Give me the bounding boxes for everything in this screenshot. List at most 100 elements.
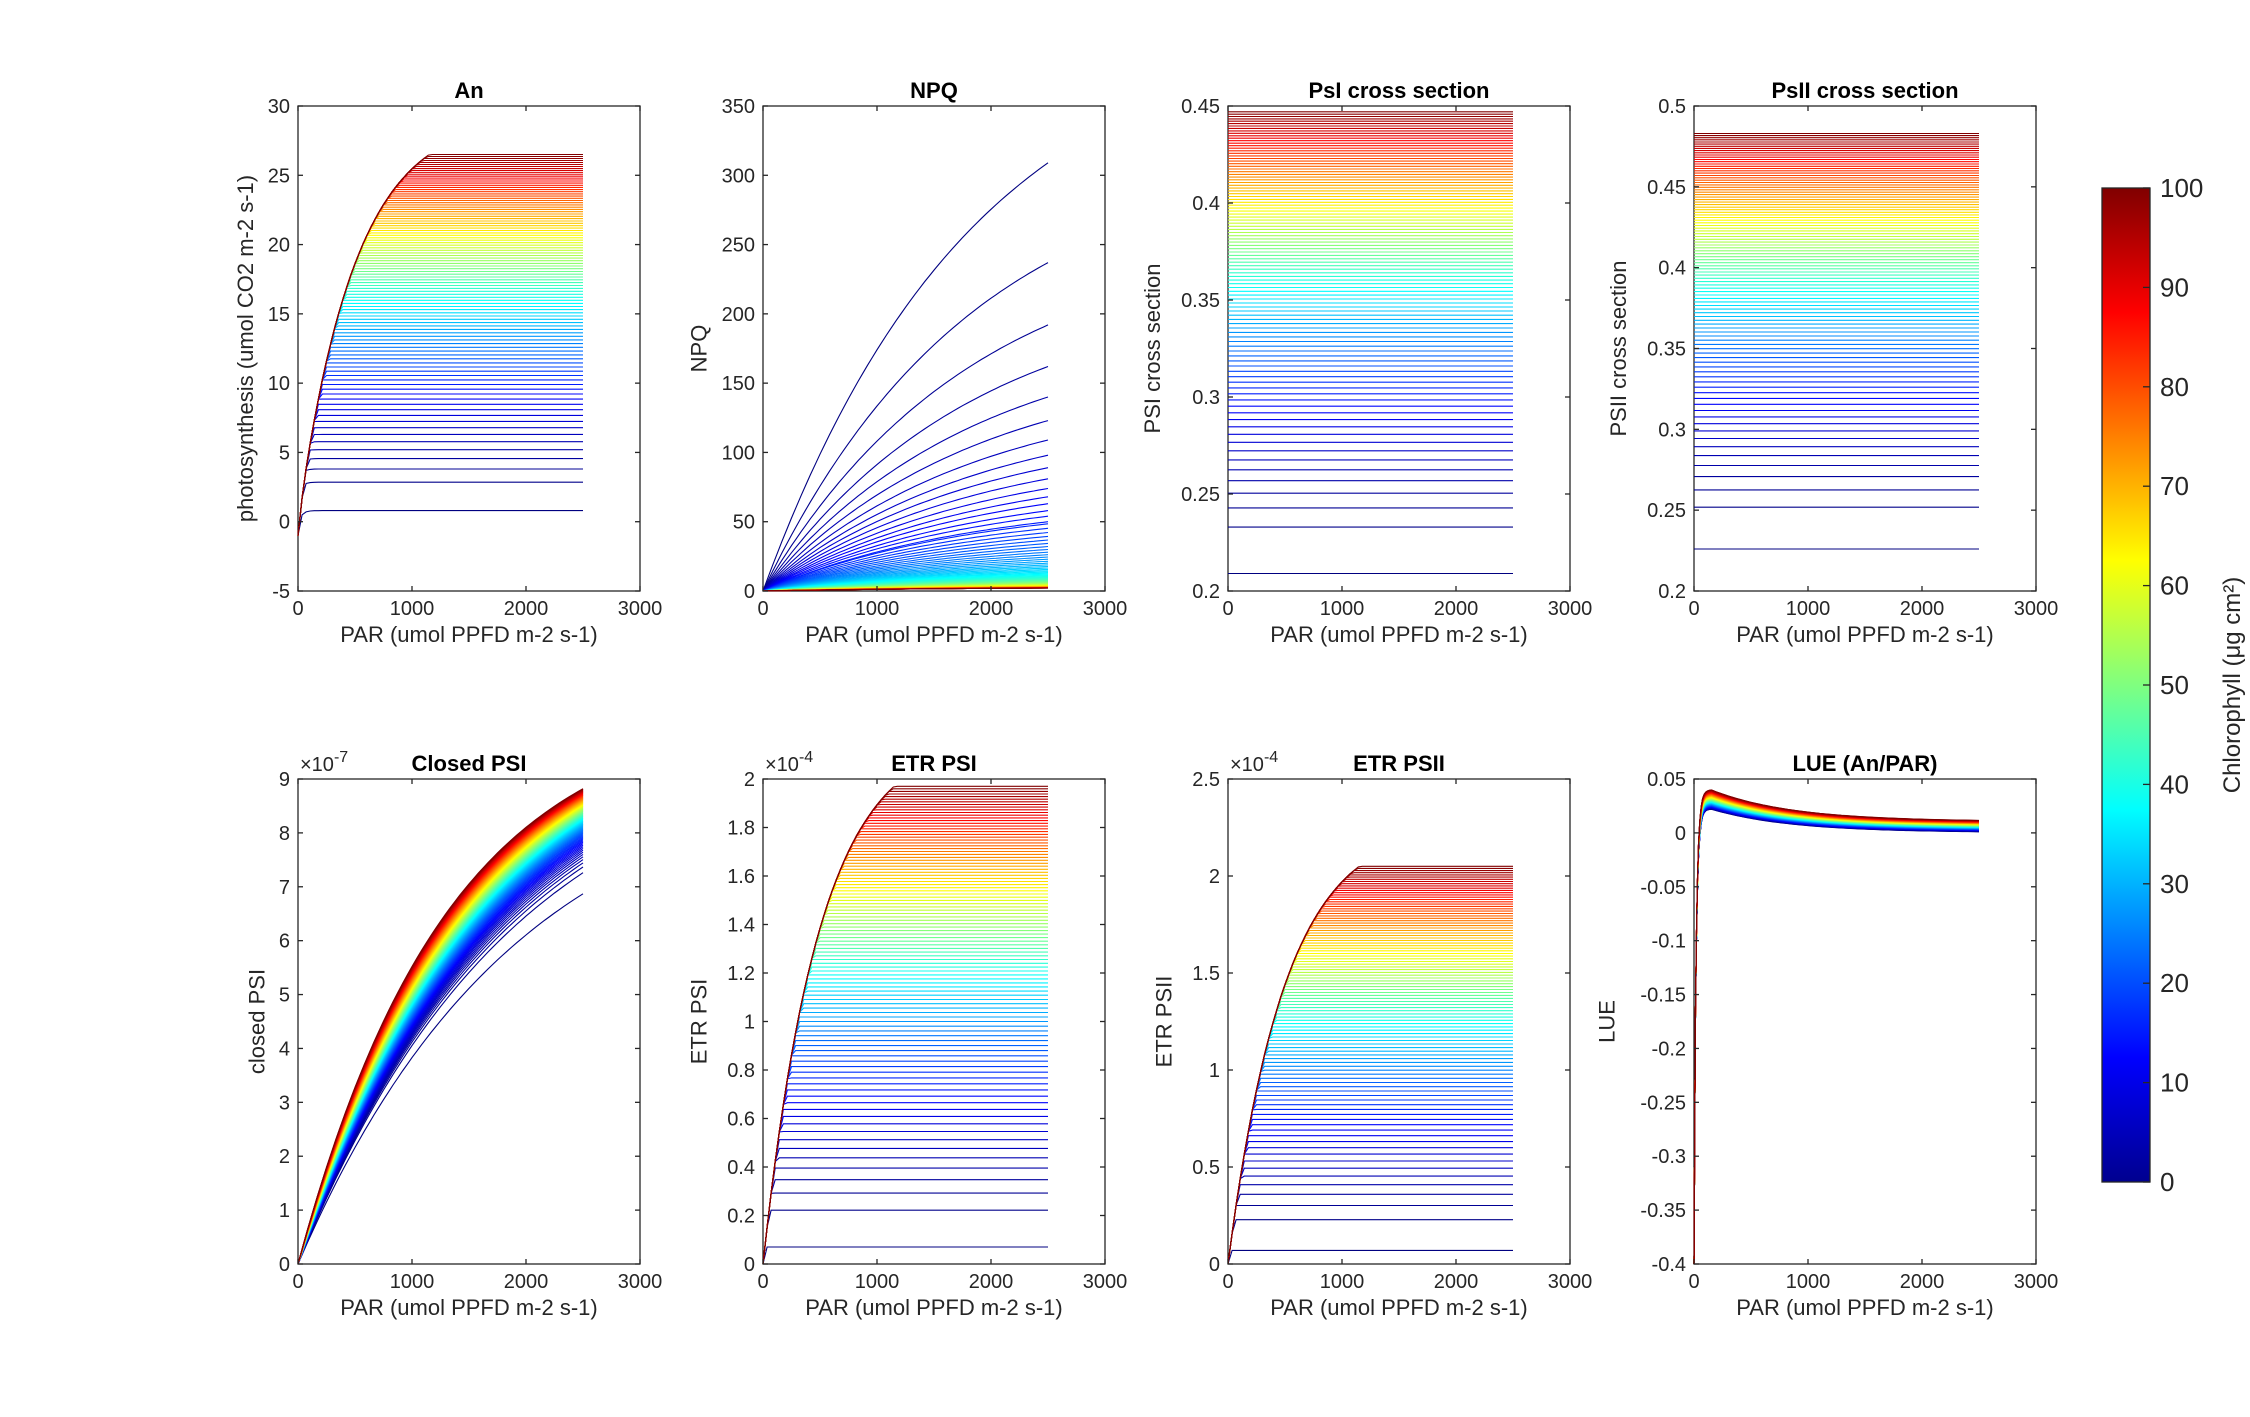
series-line (762, 515, 1049, 592)
plot-area (1227, 105, 1571, 592)
y-tick-label: 0.25 (1647, 500, 1686, 522)
series-line (762, 1071, 1048, 1265)
y-tick-label: 0 (279, 512, 290, 534)
colorbar-tick-label: 80 (2160, 372, 2189, 402)
series-line (1227, 1204, 1513, 1265)
series-line (297, 398, 583, 536)
plot-area (1693, 778, 2037, 1265)
series-line (762, 1055, 1048, 1265)
y-tick-label: 1 (744, 1012, 755, 1034)
series-line (762, 962, 1048, 1265)
y-tick-label: 25 (268, 165, 290, 187)
series-line (762, 454, 1049, 592)
series-line (297, 468, 583, 536)
series-line (1227, 1129, 1513, 1265)
y-tick-label: 0.4 (1192, 193, 1220, 215)
series-line (297, 354, 583, 536)
series-line (762, 1025, 1048, 1265)
series-line (762, 545, 1049, 592)
x-tick-label: 1000 (1786, 598, 1831, 620)
series-line (297, 458, 583, 536)
chart-title: NPQ (910, 78, 958, 103)
panel-lue: 0 1000 2000 3000 -0.4 -0.35 -0.3 -0.25 -0.2 -0.15… (1595, 751, 2059, 1320)
y-tick-label: 0.2 (1658, 581, 1686, 603)
series-line (297, 388, 583, 536)
series-line (762, 1115, 1048, 1265)
series-line (297, 358, 583, 536)
series-line (1227, 1050, 1513, 1265)
series-line (762, 439, 1049, 592)
series-line (297, 296, 583, 536)
x-tick-label: 1000 (855, 1271, 900, 1293)
y-tick-label: 1 (279, 1200, 290, 1222)
y-tick-label: 0 (1209, 1254, 1220, 1276)
series-line (297, 379, 583, 536)
axis-multiplier: ×10-7 (300, 749, 348, 776)
series-line (762, 1066, 1048, 1265)
series-line (1227, 1081, 1513, 1265)
chart-title: ETR PSI (891, 751, 977, 776)
series-line (762, 262, 1049, 592)
series-line (762, 527, 1049, 592)
chart-title: PsII cross section (1771, 78, 1958, 103)
x-axis-label: PAR (umol PPFD m-2 s-1) (805, 1295, 1063, 1320)
y-tick-label: 1 (1209, 1060, 1220, 1082)
series-line (762, 1130, 1048, 1265)
series-line (1227, 1086, 1513, 1265)
series-line (762, 1007, 1048, 1265)
series-line (1227, 1047, 1513, 1265)
y-tick-label: 0.2 (727, 1206, 755, 1228)
y-tick-label: 0 (279, 1254, 290, 1276)
series-line (762, 978, 1048, 1265)
colorbar-label: Chlorophyll (μg cm²) (2219, 577, 2246, 794)
x-tick-label: 0 (1688, 1271, 1699, 1293)
series-line (297, 872, 584, 1265)
series-line (297, 322, 583, 536)
y-tick-label: 8 (279, 823, 290, 845)
series-line (762, 990, 1048, 1265)
series-line (1227, 1033, 1513, 1265)
x-tick-label: 3000 (1083, 598, 1128, 620)
y-tick-label: 2 (279, 1146, 290, 1168)
series-line (1227, 1077, 1513, 1265)
y-tick-label: -0.3 (1652, 1146, 1686, 1168)
chart-title: PsI cross section (1309, 78, 1490, 103)
x-tick-label: 2000 (1900, 598, 1945, 620)
y-axis-label: NPQ (687, 325, 712, 373)
x-axis-label: PAR (umol PPFD m-2 s-1) (340, 1295, 598, 1320)
series-line (297, 414, 583, 536)
y-tick-label: 50 (733, 512, 755, 534)
series-line (762, 1040, 1048, 1265)
y-axis-label: closed PSI (245, 969, 270, 1074)
series-line (762, 496, 1049, 592)
y-tick-label: 20 (268, 235, 290, 257)
series-line (297, 427, 583, 536)
series-line (762, 1050, 1048, 1265)
panel-closed_psi: 0 1000 2000 3000 0 1 2 3 4 5 6 7 8 9 Closed PSI PAR (um… (245, 749, 663, 1320)
y-axis-label: PSII cross section (1606, 260, 1631, 436)
series-line (1227, 1193, 1513, 1265)
series-line (762, 587, 1048, 592)
series-group (297, 788, 584, 1265)
series-line (762, 467, 1049, 592)
colorbar-tick-label: 30 (2160, 869, 2189, 899)
series-line (762, 1003, 1048, 1265)
series-line (1227, 1069, 1513, 1265)
series-group (1228, 111, 1513, 575)
series-line (762, 1108, 1048, 1265)
y-tick-label: 0.5 (1658, 96, 1686, 118)
y-tick-label: 5 (279, 985, 290, 1007)
series-line (762, 1147, 1048, 1265)
panel-etr_psii: 0 1000 2000 3000 0 0.5 1 1.5 2 2.5 ETR PSII PAR (um… (1152, 749, 1593, 1320)
x-tick-label: 0 (292, 598, 303, 620)
y-tick-label: 0 (744, 581, 755, 603)
y-tick-label: 6 (279, 931, 290, 953)
y-tick-label: -0.1 (1652, 931, 1686, 953)
y-tick-label: 2 (1209, 866, 1220, 888)
series-line (297, 366, 583, 536)
y-tick-label: -0.05 (1640, 877, 1686, 899)
series-line (762, 1102, 1048, 1265)
series-line (1227, 1135, 1513, 1265)
x-tick-label: 0 (1688, 598, 1699, 620)
